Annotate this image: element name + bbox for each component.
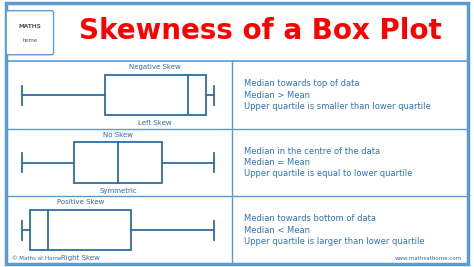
Text: Median > Mean: Median > Mean xyxy=(244,91,310,100)
Text: Upper quartile is smaller than lower quartile: Upper quartile is smaller than lower qua… xyxy=(244,102,431,111)
Text: Median in the centre of the data: Median in the centre of the data xyxy=(244,147,380,156)
Bar xyxy=(30,210,131,250)
FancyBboxPatch shape xyxy=(6,11,54,55)
Bar xyxy=(74,142,162,183)
Text: Right Skew: Right Skew xyxy=(61,255,100,261)
Text: home: home xyxy=(22,38,37,43)
Text: Left Skew: Left Skew xyxy=(138,120,172,126)
Text: Median towards bottom of data: Median towards bottom of data xyxy=(244,214,376,223)
Text: Median < Mean: Median < Mean xyxy=(244,226,310,235)
Text: No Skew: No Skew xyxy=(103,132,133,138)
Text: Median towards top of data: Median towards top of data xyxy=(244,79,360,88)
Text: Symmetric: Symmetric xyxy=(99,188,137,194)
Text: MATHS: MATHS xyxy=(18,24,41,29)
Text: © Maths at Home: © Maths at Home xyxy=(12,257,61,261)
Text: Negative Skew: Negative Skew xyxy=(129,64,181,70)
Text: www.mathsathome.com: www.mathsathome.com xyxy=(395,257,462,261)
Bar xyxy=(105,75,206,115)
Text: Upper quartile is equal to lower quartile: Upper quartile is equal to lower quartil… xyxy=(244,169,412,178)
Text: Upper quartile is larger than lower quartile: Upper quartile is larger than lower quar… xyxy=(244,237,425,246)
Text: Skewness of a Box Plot: Skewness of a Box Plot xyxy=(79,17,442,45)
Text: Median = Mean: Median = Mean xyxy=(244,158,310,167)
Text: Positive Skew: Positive Skew xyxy=(57,199,104,205)
